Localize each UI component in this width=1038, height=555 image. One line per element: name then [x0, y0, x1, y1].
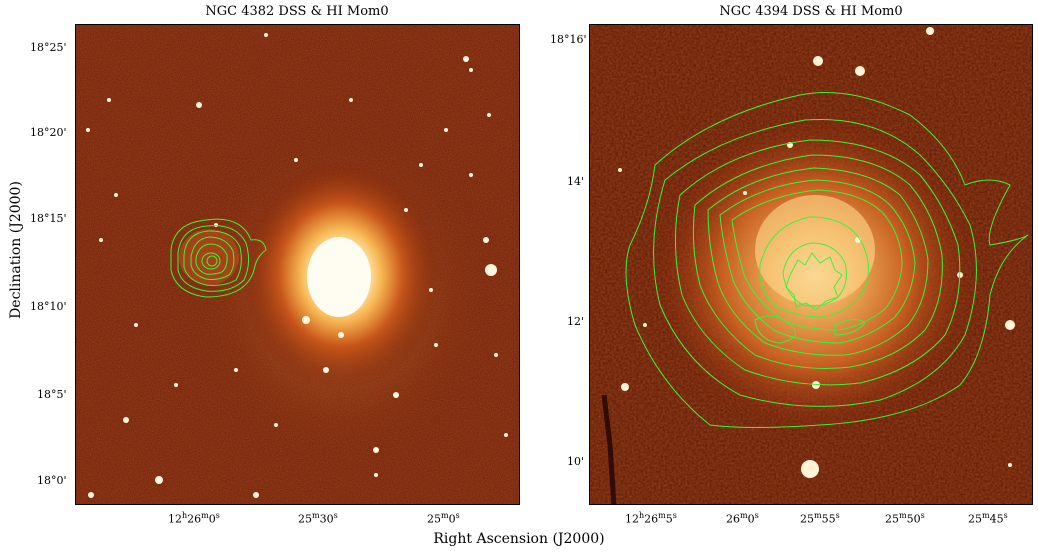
right-ra-tick: 26m0s — [726, 511, 759, 526]
left-sky-image — [75, 24, 520, 505]
star-field-right — [618, 27, 1015, 478]
left-dec-tick: 18°5' — [37, 388, 67, 401]
left-dec-tick: 18°25' — [30, 41, 67, 54]
right-dec-tick: 14' — [567, 175, 585, 188]
right-panel-title: NGC 4394 DSS & HI Mom0 — [719, 4, 903, 19]
star-field — [86, 33, 508, 498]
left-dec-tick: 18°0' — [37, 474, 67, 487]
hi-contours-left — [170, 218, 267, 298]
x-axis-label: Right Ascension (J2000) — [433, 531, 605, 547]
right-sky-image — [589, 24, 1033, 505]
left-dec-tick: 18°20' — [30, 126, 67, 139]
y-axis-label: Declination (J2000) — [8, 181, 24, 319]
left-panel-title: NGC 4382 DSS & HI Mom0 — [205, 4, 389, 19]
left-ra-tick: 12h26m0s — [168, 511, 220, 526]
right-ra-tick: 25m55s — [800, 511, 840, 526]
right-dec-tick: 12' — [567, 315, 585, 328]
left-ra-tick: 25m0s — [427, 511, 460, 526]
right-dec-tick: 10' — [567, 455, 585, 468]
left-dec-tick: 18°15' — [30, 212, 67, 225]
hi-contours-right — [625, 92, 1029, 428]
left-ra-tick: 25m30s — [298, 511, 338, 526]
right-ra-tick: 25m50s — [885, 511, 925, 526]
right-ra-tick: 25m45s — [968, 511, 1008, 526]
left-dec-tick: 18°10' — [30, 300, 67, 313]
right-ra-tick: 12h26m5s — [625, 511, 677, 526]
right-dec-tick: 18°16' — [550, 33, 587, 46]
